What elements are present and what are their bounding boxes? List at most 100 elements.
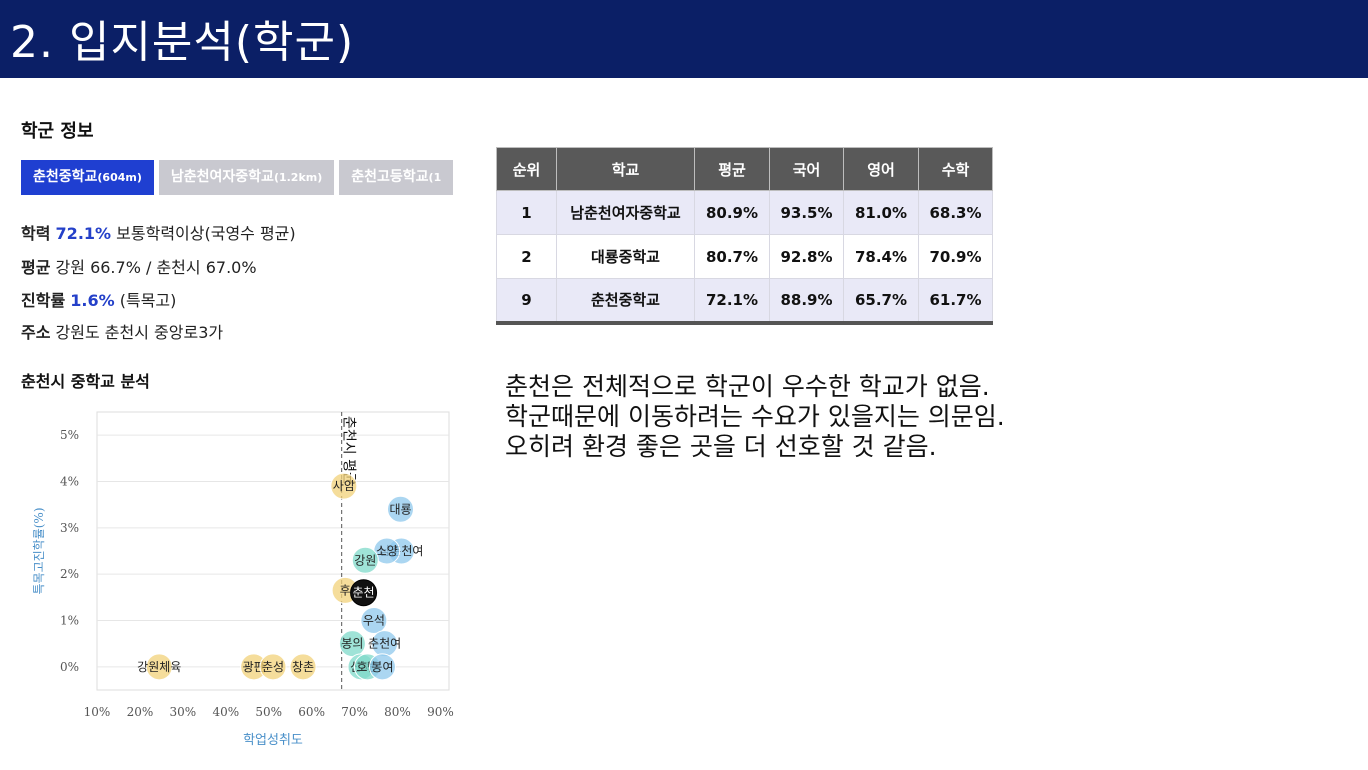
table-row: 2 대룡중학교 80.7% 92.8% 78.4% 70.9% [496, 234, 993, 279]
x-tick-label: 90% [427, 705, 454, 719]
info-text: 보통학력이상(국영수 평균) [116, 224, 296, 243]
cell-rank: 2 [496, 234, 557, 279]
y-tick-label: 2% [60, 567, 79, 581]
data-point-label: 봉여 [371, 660, 393, 674]
cell-school: 춘천중학교 [556, 278, 695, 323]
cell-rank: 1 [496, 190, 557, 235]
tab-distance: (1 [428, 171, 442, 184]
x-tick-label: 30% [170, 705, 197, 719]
x-tick-label: 20% [127, 705, 154, 719]
x-tick-label: 50% [255, 705, 282, 719]
data-point [386, 495, 414, 523]
info-label: 주소 [21, 323, 51, 342]
col-math: 수학 [918, 147, 993, 191]
x-tick-label: 60% [298, 705, 325, 719]
col-average: 평균 [694, 147, 770, 191]
info-academic: 학력 72.1% 보통학력이상(국영수 평균) [21, 220, 296, 244]
data-point [330, 472, 358, 500]
scatter-chart: 0% 1% 2% 3% 4% 5% 10% 20% 30% 40% 50% 60% 70% 80% 90% 학… [32, 411, 454, 748]
school-info-title: 학군 정보 [21, 121, 94, 142]
cell-english: 81.0% [843, 190, 919, 235]
data-point-label: 강원체육 [137, 660, 181, 674]
cell-math: 68.3% [918, 190, 993, 235]
data-point-label: 소양 [376, 544, 398, 558]
data-point-label: 사암 [333, 479, 355, 493]
y-axis-label: 특목고진학률(%) [32, 507, 46, 594]
y-tick-label: 3% [60, 521, 79, 535]
tab-label: 춘천고등학교 [351, 169, 429, 185]
y-tick-label: 0% [60, 660, 79, 674]
data-point [368, 653, 396, 681]
info-value: 1.6% [70, 291, 115, 310]
col-rank: 순위 [496, 147, 557, 191]
table-header-row: 순위 학교 평균 국어 영어 수학 [496, 147, 993, 191]
tab-namchuncheon-girls-middle[interactable]: 남춘천여자중학교(1.2km) [158, 160, 335, 195]
info-average: 평균 강원 66.7% / 춘천시 67.0% [21, 254, 257, 278]
info-advancement: 진학률 1.6% (특목고) [21, 287, 176, 311]
cell-korean: 88.9% [769, 278, 844, 323]
x-tick-label: 10% [84, 705, 111, 719]
school-tabs: 춘천중학교(604m) 남춘천여자중학교(1.2km) 춘천고등학교(1 [21, 160, 466, 195]
reference-line-label: 춘천시 평균 [341, 416, 357, 485]
cell-math: 70.9% [918, 234, 993, 279]
cell-school: 남춘천여자중학교 [556, 190, 695, 235]
data-point-label: 봉의 [341, 637, 363, 651]
col-english: 영어 [843, 147, 919, 191]
data-point-label: 우석 [363, 614, 385, 628]
info-text: (특목고) [119, 291, 177, 310]
page-title: 2. 입지분석(학군) [10, 17, 355, 68]
data-point-label: 창촌 [292, 660, 314, 674]
analysis-comment: 춘천은 전체적으로 학군이 우수한 학교가 없음. 학군때문에 이동하려는 수요… [505, 372, 1005, 462]
comment-line: 춘천은 전체적으로 학군이 우수한 학교가 없음. [505, 372, 990, 401]
data-point [259, 653, 287, 681]
x-tick-label: 40% [212, 705, 239, 719]
col-korean: 국어 [769, 147, 844, 191]
col-school: 학교 [556, 147, 695, 191]
tab-distance: (604m) [97, 171, 142, 184]
cell-english: 78.4% [843, 234, 919, 279]
table-row: 1 남춘천여자중학교 80.9% 93.5% 81.0% 68.3% [496, 190, 993, 235]
cell-korean: 92.8% [769, 234, 844, 279]
data-point-label: 후 [340, 583, 351, 597]
tab-chuncheon-high[interactable]: 춘천고등학교(1 [339, 160, 454, 195]
cell-korean: 93.5% [769, 190, 844, 235]
cell-average: 72.1% [694, 278, 770, 323]
y-tick-label: 4% [60, 475, 79, 489]
data-point-label: 광판 [243, 660, 265, 674]
cell-school: 대룡중학교 [556, 234, 695, 279]
data-point-label: 춘천 [353, 585, 375, 600]
comment-line: 학군때문에 이동하려는 수요가 있을지는 의문임. [505, 402, 1005, 431]
tab-distance: (1.2km) [273, 171, 323, 184]
header-bar: 2. 입지분석(학군) [0, 0, 1368, 78]
data-point-label: 춘성 [262, 660, 284, 674]
info-label: 평균 [21, 258, 51, 277]
x-tick-label: 80% [384, 705, 411, 719]
info-text: 강원도 춘천시 중앙로3가 [55, 323, 224, 342]
cell-average: 80.9% [694, 190, 770, 235]
cell-math: 61.7% [918, 278, 993, 323]
data-point [350, 579, 378, 607]
info-label: 진학률 [21, 291, 66, 310]
y-tick-label: 1% [60, 614, 79, 628]
tab-label: 춘천중학교 [33, 169, 98, 185]
y-tick-label: 5% [60, 428, 79, 442]
info-value: 72.1% [55, 224, 112, 243]
info-label: 학력 [21, 224, 51, 243]
data-point [351, 546, 379, 574]
info-address: 주소 강원도 춘천시 중앙로3가 [21, 319, 223, 343]
table-row: 9 춘천중학교 72.1% 88.9% 65.7% 61.7% [496, 278, 993, 323]
analysis-title: 춘천시 중학교 분석 [21, 372, 150, 391]
ranking-table: 순위 학교 평균 국어 영어 수학 1 남춘천여자중학교 80.9% 93.5%… [496, 147, 993, 325]
data-point-label: 대룡 [389, 502, 411, 516]
cell-average: 80.7% [694, 234, 770, 279]
tab-label: 남춘천여자중학교 [170, 169, 274, 185]
tab-chuncheon-middle[interactable]: 춘천중학교(604m) [21, 160, 154, 195]
cell-rank: 9 [496, 278, 557, 323]
data-point [289, 653, 317, 681]
cell-english: 65.7% [843, 278, 919, 323]
data-point [360, 607, 388, 634]
data-point-label: 춘천여 [368, 636, 401, 651]
x-tick-label: 70% [341, 705, 368, 719]
info-text: 강원 66.7% / 춘천시 67.0% [55, 258, 257, 277]
comment-line: 오히려 환경 좋은 곳을 더 선호할 것 같음. [505, 432, 937, 461]
